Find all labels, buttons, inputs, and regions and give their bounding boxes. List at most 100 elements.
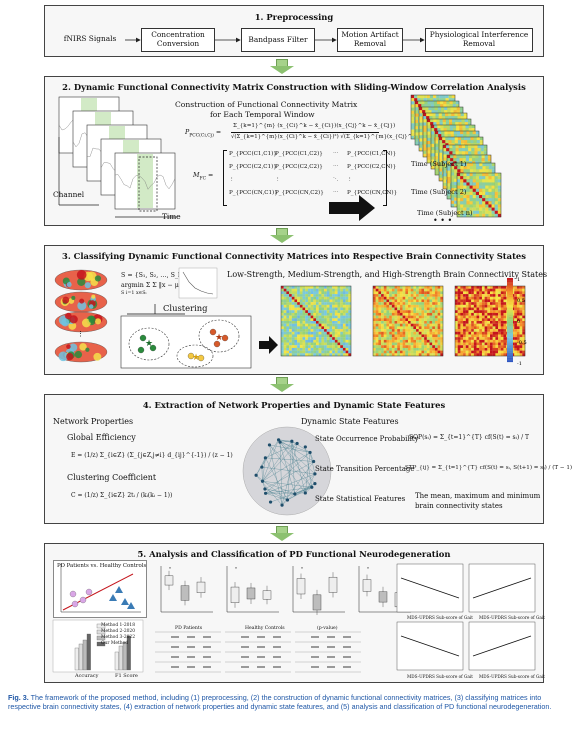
kmeans-objective: argmin Σ Σ ‖x − μᵢ‖² [121, 282, 186, 289]
colorbar-step [507, 303, 513, 305]
colorbar-step [507, 355, 513, 357]
signal-trace [114, 174, 176, 190]
colorbar-step [507, 349, 513, 351]
panel-title: 3. Classifying Dynamic Functional Connec… [62, 251, 526, 261]
time-subject-n-label: Time (Subject n) [417, 209, 473, 217]
network-edge [305, 452, 311, 493]
legend-our-method: Our Method [101, 641, 129, 646]
colorbar-step [507, 339, 513, 342]
network-node [280, 503, 284, 507]
medium-strength-state-matrix [372, 285, 444, 357]
colorbar-step [507, 356, 513, 358]
network-edge [265, 473, 315, 494]
state-cells [280, 285, 352, 357]
ssf-description-2: brain connectivity states [415, 502, 503, 510]
significance-star: * [367, 566, 369, 571]
colorbar-step [507, 336, 513, 339]
figure-caption: Fig. 3. The framework of the proposed me… [8, 693, 568, 712]
network-edge [262, 481, 295, 495]
hc-point [127, 602, 135, 609]
state-boxplot-3: * [292, 566, 345, 616]
network-node [290, 439, 294, 443]
network-node [293, 492, 297, 496]
cluster-frame [120, 315, 252, 369]
colorbar-tick: 1 [517, 277, 520, 283]
network-edge [262, 443, 298, 482]
pcc-equation: PPCC(Ci,Cj) = [185, 129, 222, 139]
matrix-cell: ⋮ [347, 177, 353, 183]
significance-star: * [301, 566, 303, 571]
box [164, 575, 174, 586]
stats-table [155, 631, 221, 673]
regression-plot [396, 563, 464, 613]
pd-point [79, 596, 87, 604]
xlabel-accuracy: Accuracy [75, 673, 99, 679]
stats-table [225, 631, 291, 673]
network-edge [305, 446, 312, 488]
panel-state-classification: 3. Classifying Dynamic Functional Connec… [44, 245, 547, 375]
construction-subtitle-2: for Each Temporal Window [210, 110, 315, 119]
colorbar-step [507, 325, 513, 328]
colorbar-step [507, 313, 513, 315]
colorbar-tick: -1 [517, 361, 522, 367]
time-subject-1-label: Time (Subject 1) [411, 160, 467, 168]
colorbar-step [507, 282, 513, 284]
hc-point [121, 598, 129, 605]
colorbar-step [507, 348, 513, 350]
mfc-equation: MFC = [193, 172, 214, 182]
box [312, 594, 322, 611]
cluster-point [197, 354, 205, 362]
colorbar-step [507, 332, 513, 335]
network-node [308, 450, 312, 455]
colorbar-step [507, 360, 513, 363]
hc-point [109, 594, 117, 601]
signal-window [114, 152, 176, 210]
colorbar-step [507, 280, 513, 283]
method-bar [126, 635, 131, 671]
panel-title: 1. Preprocessing [254, 12, 334, 22]
dfc-matrix [456, 172, 502, 218]
colorbar-step [507, 321, 513, 323]
network-edge [265, 493, 288, 501]
clustering-coefficient-equation: C = (1/z) Σ_{i∈Z} 2tᵢ / (kᵢ(kᵢ − 1)) [71, 492, 173, 499]
colorbar-tick: 0.5 [517, 298, 525, 304]
colorbar-step [507, 310, 513, 312]
matrix-cell: P_{PCC(C1,C2)} [275, 151, 323, 157]
brain-map [54, 311, 108, 333]
colorbar-step [507, 324, 513, 326]
box [246, 587, 256, 600]
cluster-connector [127, 304, 185, 315]
network-node [313, 472, 317, 476]
state-cells [372, 285, 444, 357]
step-physiological-interference-removal: Physiological Interference Removal [425, 28, 533, 52]
matrix-cell: ⋯ [333, 164, 339, 170]
network-edge [287, 441, 292, 501]
network-node [264, 491, 268, 495]
stp-label: State Transition Percentage [315, 465, 415, 473]
sop-label: State Occurrence Probability [315, 435, 419, 443]
network-edge [261, 467, 263, 482]
network-edge [278, 439, 292, 442]
box [362, 579, 372, 592]
matrix-cell: P_{PCC(C2,C1)} [229, 164, 277, 170]
cluster-3 [176, 344, 214, 368]
network-node [312, 459, 316, 464]
network-node [263, 487, 267, 491]
brain-map-stack: ⋮ [54, 269, 108, 363]
significance-star: * [169, 566, 171, 571]
colorbar-step [507, 308, 513, 311]
fc-matrix: P_{PCC(C1,C1)} P_{PCC(C1,C2)} ⋯ P_{PCC(C1,C… [227, 151, 397, 203]
stp-equation: STP_{ij} = Σ_{t=1}^{T} cf(S(t) = sᵢ, S(t… [405, 465, 573, 471]
network-edge [291, 441, 311, 453]
regression-plot [468, 621, 536, 671]
cluster-point [221, 334, 229, 342]
colorbar-step [507, 341, 513, 343]
channel-label: Channel [53, 190, 85, 199]
matrix-cell: P_{PCC(CN,C1)} [229, 190, 278, 196]
network-edge [291, 441, 306, 493]
network-edge [269, 444, 312, 488]
network-edge [280, 441, 292, 443]
network-node [268, 500, 273, 504]
construction-subtitle: Construction of Functional Connectivity … [175, 100, 358, 109]
colorbar-step [507, 329, 513, 332]
